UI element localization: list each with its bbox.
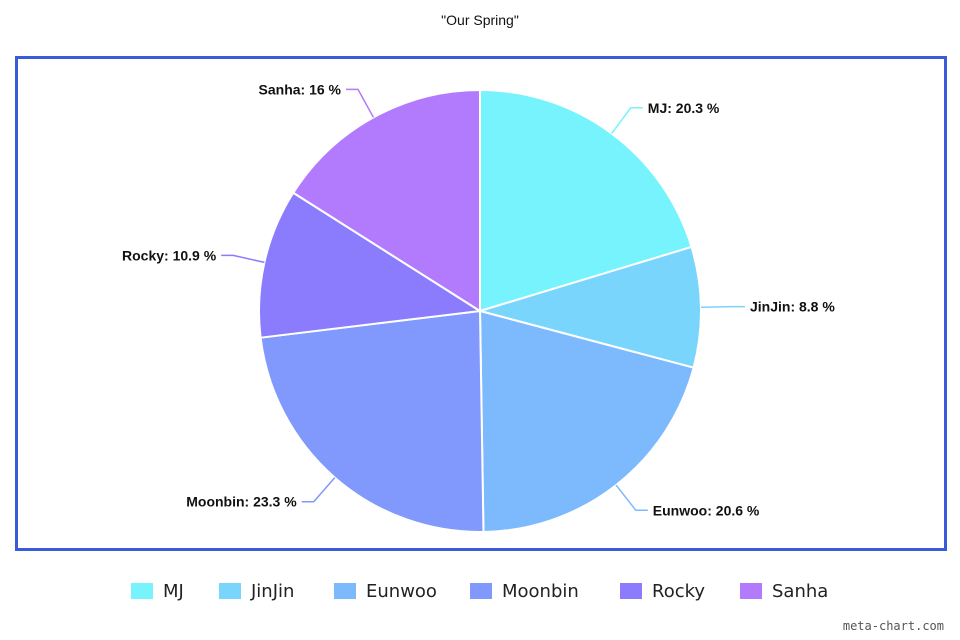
leader-line-sanha xyxy=(346,88,375,118)
credit-text: meta-chart.com xyxy=(842,619,944,633)
pie-slice-moonbin xyxy=(259,309,485,533)
legend-label: Rocky xyxy=(652,580,706,602)
legend-item-mj[interactable]: MJ xyxy=(131,578,184,604)
pie-slice-rocky xyxy=(258,191,483,339)
pie-slice-jinjin xyxy=(476,245,702,369)
legend-item-jinjin[interactable]: JinJin xyxy=(219,578,294,604)
pie-slice-sanha xyxy=(291,88,481,313)
legend-label: Eunwoo xyxy=(366,580,437,602)
legend-label: Moonbin xyxy=(502,580,579,602)
leader-line-moonbin xyxy=(301,477,336,503)
legend-item-sanha[interactable]: Sanha xyxy=(740,578,828,604)
chart-title: "Our Spring" xyxy=(441,12,519,28)
legend-swatch xyxy=(131,583,153,599)
leader-line-jinjin xyxy=(700,305,745,308)
legend-label: MJ xyxy=(163,580,184,602)
legend-item-moonbin[interactable]: Moonbin xyxy=(470,578,579,604)
data-label-rocky: Rocky: 10.9 % xyxy=(122,247,217,263)
pie-slice-mj xyxy=(479,88,693,313)
legend-swatch xyxy=(470,583,492,599)
leader-line-rocky xyxy=(221,254,265,264)
legend: MJ JinJin Eunwoo Moonbin Rocky Sanha xyxy=(0,578,960,604)
legend-swatch xyxy=(334,583,356,599)
data-label-moonbin: Moonbin: 23.3 % xyxy=(186,494,297,510)
legend-label: Sanha xyxy=(772,580,829,602)
legend-swatch xyxy=(219,583,241,599)
data-label-mj: MJ: 20.3 % xyxy=(648,100,720,116)
leader-line-mj xyxy=(611,107,643,134)
legend-item-rocky[interactable]: Rocky xyxy=(620,578,705,604)
leader-line-eunwoo xyxy=(615,484,648,512)
data-label-sanha: Sanha: 16 % xyxy=(259,81,342,97)
legend-label: JinJin xyxy=(251,580,295,602)
data-label-eunwoo: Eunwoo: 20.6 % xyxy=(653,502,760,518)
plot-frame xyxy=(15,56,947,551)
data-label-jinjin: JinJin: 8.8 % xyxy=(750,299,835,315)
legend-swatch xyxy=(740,583,762,599)
legend-swatch xyxy=(620,583,642,599)
legend-item-eunwoo[interactable]: Eunwoo xyxy=(334,578,437,604)
